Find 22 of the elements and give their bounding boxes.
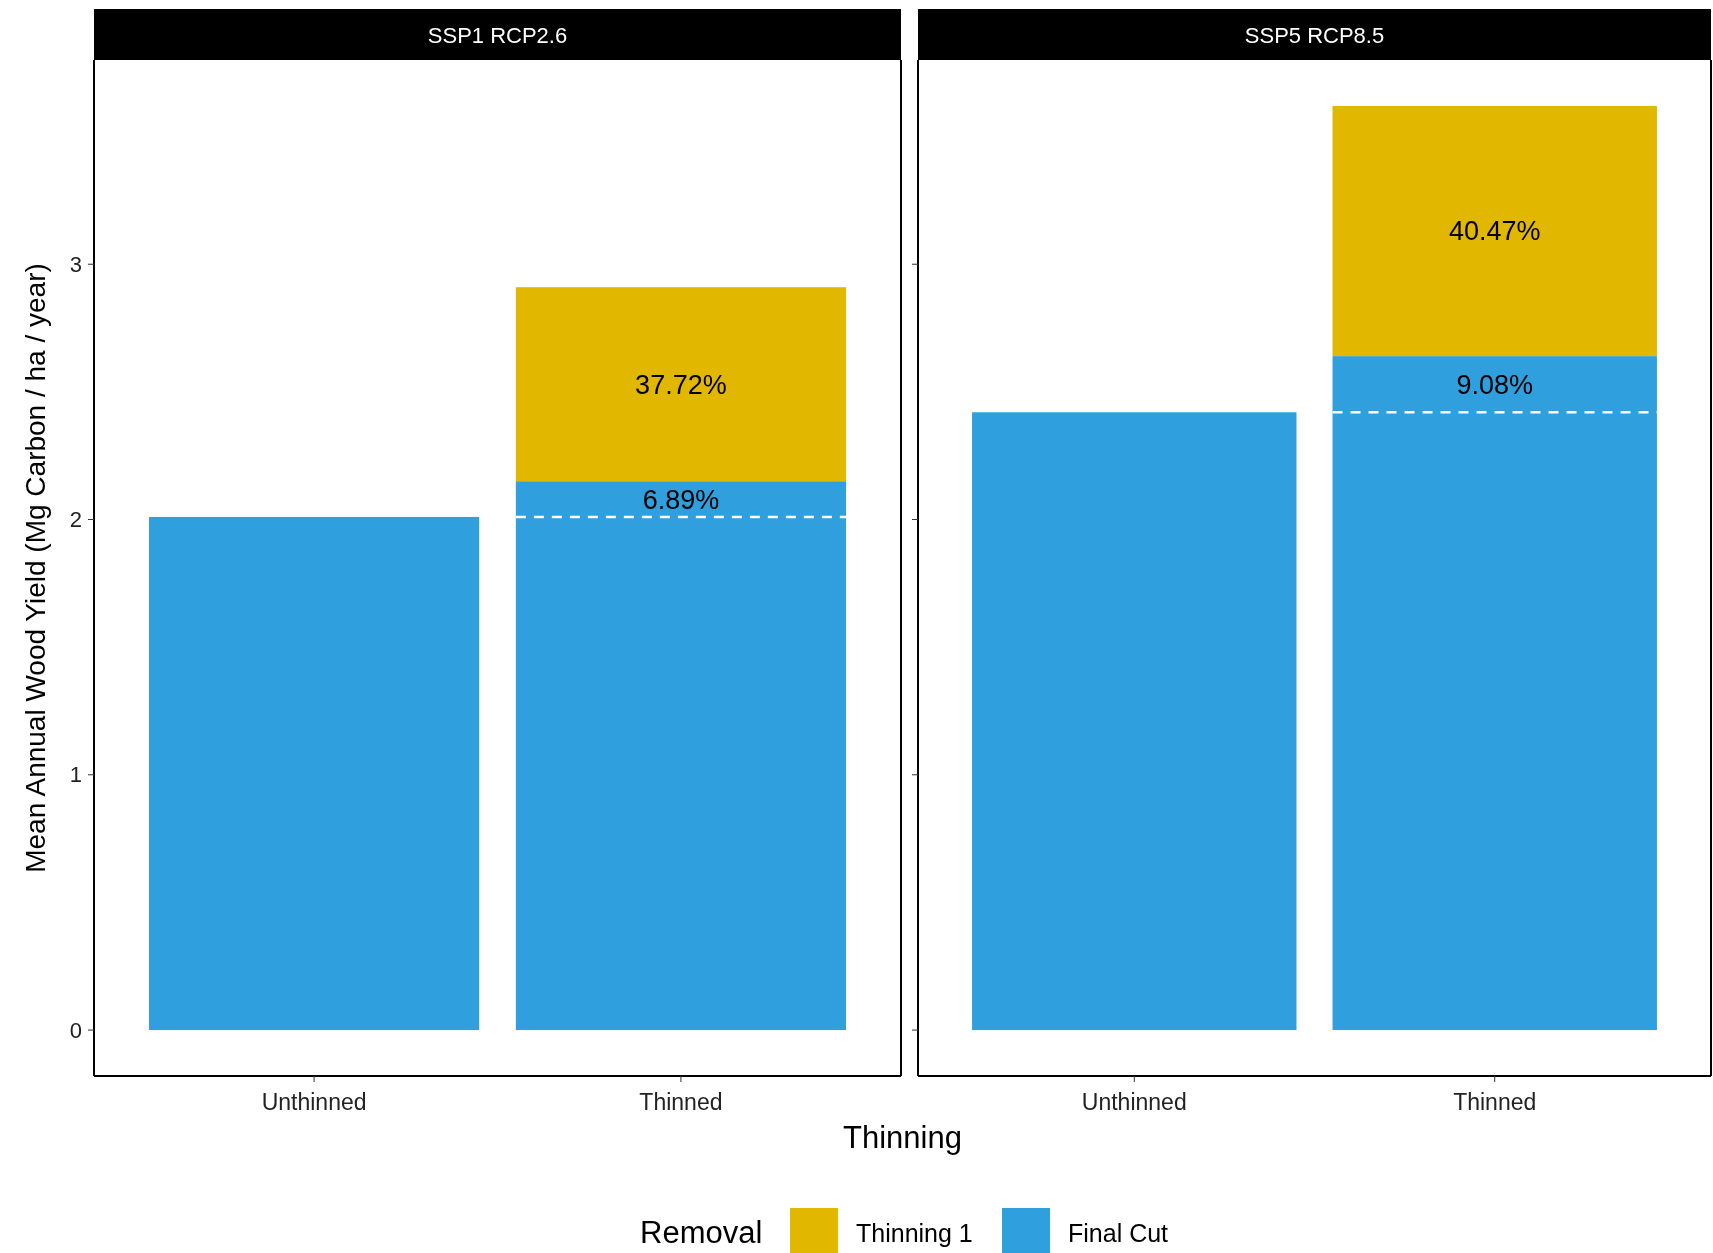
bar — [515, 287, 846, 482]
annotation: 37.72% — [635, 369, 727, 400]
x-tick-label: Unthinned — [1081, 1089, 1187, 1115]
y-axis-title: Mean Annual Wood Yield (Mg Carbon / ha / year) — [20, 263, 51, 873]
annotation: 40.47% — [1448, 216, 1541, 247]
y-tick-label: 3 — [69, 251, 82, 277]
x-tick-label: Unthinned — [261, 1089, 367, 1115]
legend-title: Removal — [640, 1215, 763, 1250]
chart-title: SSP1 RCP2.6 — [427, 23, 568, 48]
x-tick-label: Thinned — [1453, 1089, 1537, 1115]
chart-title: SSP5 RCP8.5 — [1244, 23, 1385, 48]
y-tick-label: 2 — [69, 507, 82, 533]
y-tick-label: 0 — [69, 1017, 82, 1043]
annotation: 6.89% — [642, 484, 720, 515]
annotation: 9.08% — [1456, 369, 1534, 400]
bar — [515, 481, 846, 1031]
legend-label: Final Cut — [1068, 1219, 1169, 1247]
y-tick-label: 1 — [69, 762, 82, 788]
bar — [149, 516, 480, 1031]
x-axis-title: Thinning — [843, 1120, 962, 1155]
x-tick-label: Thinned — [639, 1089, 723, 1115]
legend-label: Thinning 1 — [856, 1219, 973, 1247]
